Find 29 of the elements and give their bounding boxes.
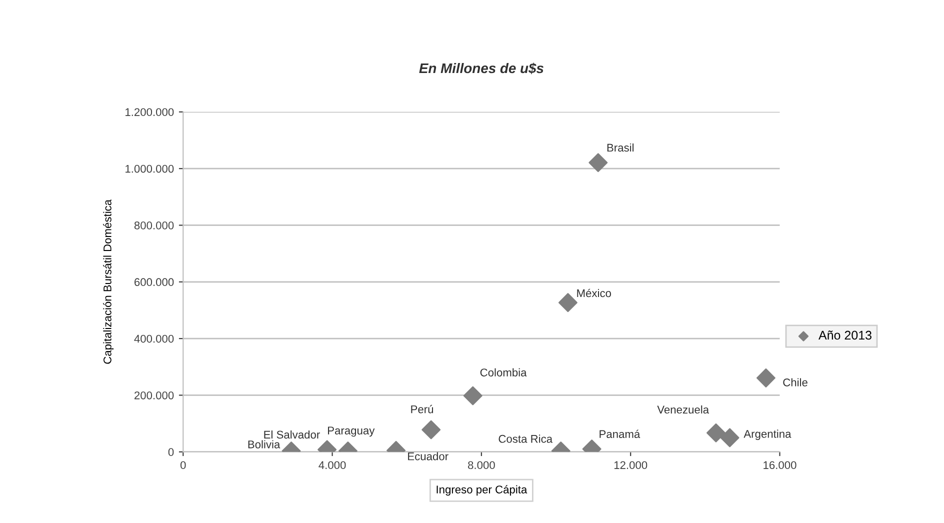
- x-axis-title: Ingreso per Cápita: [436, 485, 528, 496]
- annotation: Colombia: [480, 368, 527, 376]
- x-tick-label: 8.000: [468, 461, 495, 470]
- annotation: Paraguay: [328, 426, 375, 437]
- y-tick-label: 1.000.000: [126, 164, 174, 173]
- annotation: Brasil: [607, 143, 634, 152]
- y-tick-label: 800.000: [134, 222, 174, 230]
- y-tick-label: 0: [168, 448, 174, 456]
- annotation: Argentina: [744, 430, 792, 440]
- annotation: Panamá: [600, 430, 640, 438]
- annotation: Costa Rica: [498, 434, 553, 443]
- x-tick-label: 16.000: [764, 461, 796, 470]
- y-tick-label: 200.000: [134, 391, 174, 400]
- chart-title: En Millones de u$s: [419, 62, 544, 74]
- x-tick-label: 4.000: [318, 461, 346, 470]
- annotation: Perú: [411, 404, 434, 414]
- annotation: El Salvador: [264, 430, 320, 439]
- y-tick-label: 1.200.000: [126, 108, 174, 116]
- annotation: Bolivia: [248, 440, 280, 448]
- y-tick-label: 600.000: [134, 278, 174, 286]
- legend-label: Año 2013: [818, 330, 872, 340]
- annotation: Venezuela: [657, 405, 710, 414]
- x-tick-label: 12.000: [614, 461, 648, 470]
- annotation: Chile: [783, 378, 808, 386]
- x-tick-label: 0: [180, 461, 186, 470]
- y-axis-title: Capitalización Bursátil Doméstica: [103, 199, 114, 364]
- annotation: Ecuador: [408, 452, 448, 460]
- annotation: México: [577, 288, 612, 298]
- y-tick-label: 400.000: [134, 334, 174, 343]
